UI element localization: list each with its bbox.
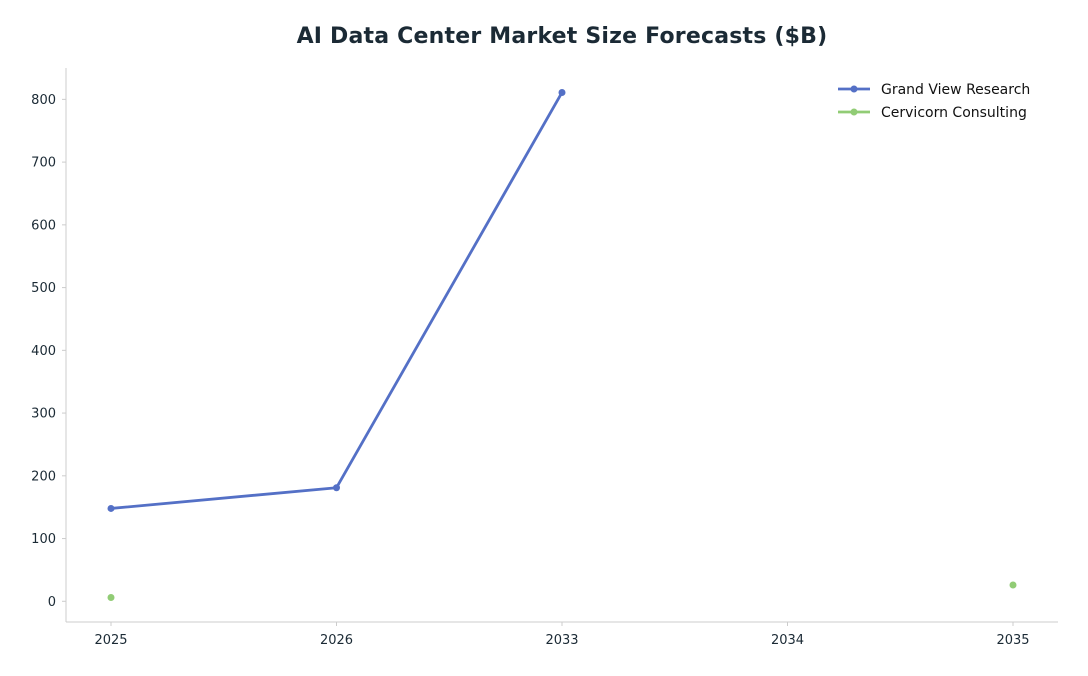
y-tick-label: 600 [31, 218, 56, 233]
y-tick-label: 500 [31, 281, 56, 296]
legend-label: Grand View Research [881, 82, 1030, 98]
data-point-cervicorn-consulting [107, 594, 115, 602]
x-tick-label: 2033 [545, 633, 578, 648]
x-tick-label: 2034 [771, 633, 804, 648]
chart-title: AI Data Center Market Size Forecasts ($B… [296, 24, 828, 49]
y-tick-label: 700 [31, 156, 56, 171]
y-tick-label: 0 [48, 595, 56, 610]
y-tick-label: 800 [31, 93, 56, 108]
legend-marker [850, 85, 858, 93]
data-point-cervicorn-consulting [1009, 581, 1017, 589]
data-point-grand-view-research [333, 484, 340, 492]
x-tick-label: 2025 [94, 633, 127, 648]
series-line-grand-view-research [109, 91, 564, 510]
legend-label: Cervicorn Consulting [881, 105, 1027, 121]
x-tick-label: 2026 [320, 633, 353, 648]
data-point-grand-view-research [558, 88, 566, 96]
x-tick-label: 2035 [996, 633, 1029, 648]
data-point-grand-view-research [107, 504, 115, 512]
y-tick-label: 300 [31, 407, 56, 422]
y-tick-label: 100 [31, 532, 56, 547]
legend-marker [850, 108, 858, 116]
y-tick-label: 400 [31, 344, 56, 359]
y-tick-label: 200 [31, 469, 56, 484]
